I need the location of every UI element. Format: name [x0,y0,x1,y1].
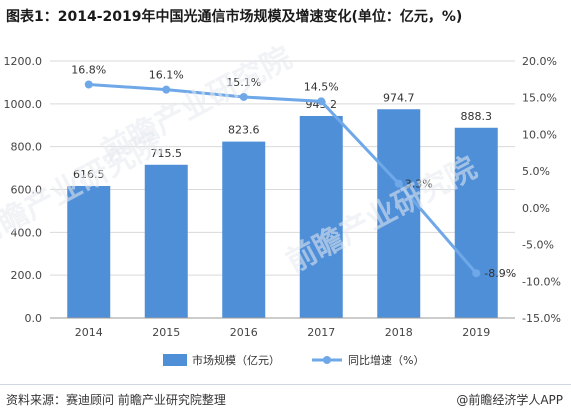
y-left-tick-label: 600.0 [11,184,43,197]
line-labels: 16.8% 16.1% 15.1% 14.5% 3.3% -8.9% [71,63,516,280]
line-point [84,80,93,89]
line-point [239,92,248,101]
bar-value-label: 823.6 [228,124,260,137]
line-value-label: 14.5% [304,80,339,93]
legend-line-label: 同比增速（%） [348,353,424,367]
x-tick-label: 2019 [462,326,490,339]
x-axis: 2014 2015 2016 2017 2018 2019 [50,317,515,339]
bar [377,109,421,319]
line-value-label: 16.1% [149,69,184,82]
bar [144,164,188,318]
x-tick-label: 2014 [75,326,103,339]
line-series [84,80,481,278]
bar-value-label: 616.5 [73,168,105,181]
line-point [162,85,171,94]
y-right-tick-label: -15.0% [522,312,561,325]
growth-line [88,83,478,275]
bar-value-label: 888.3 [461,110,493,123]
line-value-label: 16.8% [71,63,106,76]
line-value-label: -8.9% [484,267,516,280]
legend-line-marker [323,356,331,364]
line-point [472,269,481,278]
chart-title: 图表1：2014-2019年中国光通信市场规模及增速变化(单位：亿元，%) [6,9,463,25]
y-left-tick-label: 400.0 [11,226,43,239]
y-right-tick-label: -5.0% [522,239,554,252]
x-tick-label: 2015 [152,326,180,339]
line-value-label: 3.3% [405,178,433,191]
y-right-tick-label: 20.0% [522,55,557,68]
y-left-tick-label: 1200.0 [4,55,43,68]
x-tick-label: 2018 [385,326,413,339]
bar-series [67,109,498,319]
line-point [317,97,326,106]
y-left-tick-label: 1000.0 [4,98,43,111]
y-left-tick-label: 0.0 [25,312,43,325]
bar [67,185,111,318]
y-axis-left: 0.0 200.0 400.0 600.0 800.0 1000.0 1200.0 [4,55,43,325]
brand-note: @前瞻经济学人APP [456,393,563,407]
y-right-tick-label: 15.0% [522,92,557,105]
legend-bar-label: 市场规模（亿元） [192,353,280,367]
source-note: 资料来源：赛迪顾问 前瞻产业研究院整理 [6,393,226,407]
line-value-label: 15.1% [226,76,261,89]
x-tick-label: 2016 [230,326,258,339]
legend-bar-swatch [163,354,187,366]
y-left-tick-label: 200.0 [11,269,43,282]
y-right-tick-label: 5.0% [522,165,550,178]
y-right-tick-label: 10.0% [522,128,557,141]
bar-value-label: 974.7 [383,91,415,104]
bar [299,115,343,318]
footer-divider [0,384,571,385]
y-left-tick-label: 800.0 [11,141,43,154]
bar [222,141,266,318]
x-tick-label: 2017 [307,326,335,339]
bar-value-label: 715.5 [151,147,183,160]
y-right-tick-label: 0.0% [522,202,550,215]
line-point [394,179,403,188]
legend: 市场规模（亿元） 同比增速（%） [163,353,424,367]
bar [454,127,498,318]
y-axis-right: -15.0% -10.0% -5.0% 0.0% 5.0% 10.0% 15.0% 20.0% [522,55,561,325]
y-right-tick-label: -10.0% [522,275,561,288]
